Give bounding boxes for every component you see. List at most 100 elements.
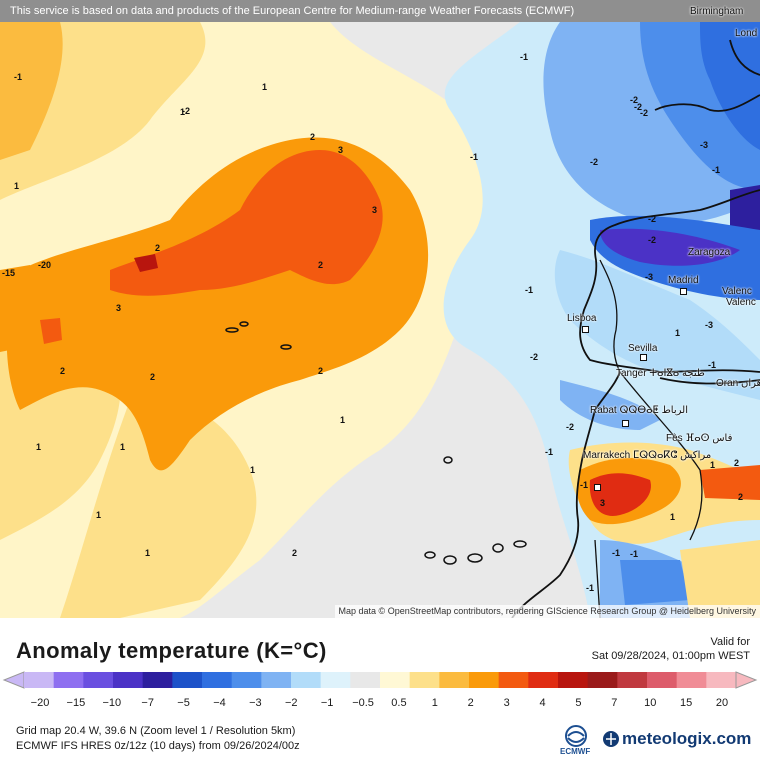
map-canvas bbox=[0, 22, 760, 618]
legend-title: Anomaly temperature (K=°C) bbox=[16, 638, 327, 663]
contour-label: -2 bbox=[566, 422, 575, 432]
city-label: Marrakech ⵎⵕⵕⴰⴽⵛ مراكش bbox=[583, 450, 712, 461]
colorbar-swatch bbox=[706, 672, 737, 688]
data-source-notice: This service is based on data and produc… bbox=[0, 0, 760, 22]
contour-label: -3 bbox=[645, 272, 654, 282]
colorbar-tick-label: 2 bbox=[468, 697, 474, 709]
contour-label: 3 bbox=[372, 205, 378, 215]
colorbar-tick-label: −10 bbox=[102, 697, 121, 709]
ecmwf-label: ECMWF bbox=[560, 747, 591, 756]
contour-label: 1 bbox=[675, 328, 681, 338]
contour-label: -2 bbox=[648, 214, 657, 224]
contour-label: 1 bbox=[710, 460, 716, 470]
city-marker bbox=[680, 288, 687, 295]
contour-label: -15 bbox=[2, 268, 16, 278]
contour-label: -2 bbox=[630, 95, 639, 105]
colorbar-swatch bbox=[350, 672, 381, 688]
contour-label: -1 bbox=[708, 360, 717, 370]
contour-label: 2 bbox=[734, 458, 740, 468]
city-label: Tanger ⵜⴰⵏⴵⴰ طنجة bbox=[616, 368, 705, 379]
colorbar-swatch bbox=[528, 672, 559, 688]
colorbar-right-arrow bbox=[735, 671, 758, 689]
contour-label: -3 bbox=[705, 320, 714, 330]
contour-label: -1 bbox=[712, 165, 721, 175]
colorbar-swatch bbox=[172, 672, 203, 688]
contour-label: 1 bbox=[262, 82, 268, 92]
colorbar-tick-label: 0.5 bbox=[391, 697, 406, 709]
city-label: Sevilla bbox=[628, 343, 658, 354]
colorbar-tick-label: −2 bbox=[285, 697, 298, 709]
colorbar-swatch bbox=[498, 672, 529, 688]
contour-label: 1 bbox=[670, 512, 676, 522]
color-scale-bar: −20 −15 −10 −7 −5 −4 −3 −2 −1 −0.5 0.5 1 2 3 4 5 7 10 15 20 bbox=[2, 671, 758, 709]
contour-label: -1 bbox=[586, 583, 595, 593]
colorbar-tick-label: −0.5 bbox=[352, 697, 374, 709]
contour-label: 1 bbox=[96, 510, 102, 520]
contour-label: -2 bbox=[182, 106, 191, 116]
colorbar-swatch bbox=[202, 672, 233, 688]
colorbar-swatch bbox=[380, 672, 411, 688]
city-label: Birmingham bbox=[690, 6, 744, 17]
colorbar-swatch bbox=[261, 672, 292, 688]
meteologix-brand[interactable]: meteologix.com bbox=[622, 729, 752, 748]
colorbar-tick-label: 1 bbox=[432, 697, 438, 709]
contour-label: 1 bbox=[180, 107, 186, 117]
islands bbox=[225, 321, 527, 565]
city-label: Lond bbox=[735, 28, 758, 39]
colorbar-tick-label: 5 bbox=[575, 697, 581, 709]
contour-label: 1 bbox=[340, 415, 346, 425]
contour-label: -20 bbox=[38, 260, 52, 270]
colorbar-tick-label: −20 bbox=[31, 697, 50, 709]
colorbar-swatch bbox=[53, 672, 84, 688]
colorbar-swatch bbox=[24, 672, 55, 688]
contour-label: -2 bbox=[634, 102, 643, 112]
city-label: Rabat ⵕⵕⴱⴰⵟ الرباط bbox=[590, 405, 688, 416]
contour-label: 2 bbox=[738, 492, 744, 502]
colorbar-swatch bbox=[83, 672, 114, 688]
colorbar-tick-label: 20 bbox=[716, 697, 728, 709]
contour-label: 1 bbox=[250, 465, 256, 475]
colorbar-swatch bbox=[587, 672, 618, 688]
temperature-anomaly-map[interactable]: This service is based on data and produc… bbox=[0, 0, 760, 618]
colorbar-swatch bbox=[558, 672, 589, 688]
map-attribution[interactable]: Map data © OpenStreetMap contributors, r… bbox=[334, 605, 760, 618]
city-label: Oran وهران bbox=[716, 378, 760, 389]
city-label: Zaragoza bbox=[688, 247, 731, 258]
colorbar-swatch bbox=[231, 672, 262, 688]
contour-label: -1 bbox=[14, 72, 23, 82]
model-info: ECMWF IFS HRES 0z/12z (10 days) from 09/… bbox=[16, 740, 300, 752]
colorbar-tick-label: −1 bbox=[321, 697, 334, 709]
colorbar-swatch bbox=[142, 672, 173, 688]
contour-label: 1 bbox=[120, 442, 126, 452]
colorbar-swatch bbox=[409, 672, 440, 688]
colorbar-swatch bbox=[320, 672, 351, 688]
contour-label: -2 bbox=[648, 235, 657, 245]
contour-label: 3 bbox=[338, 145, 344, 155]
city-marker bbox=[622, 420, 629, 427]
contour-label: -2 bbox=[640, 108, 649, 118]
city-marker bbox=[594, 484, 601, 491]
contour-label: 1 bbox=[14, 181, 20, 191]
contour-label: -1 bbox=[545, 447, 554, 457]
contour-label: 3 bbox=[600, 498, 606, 508]
city-label: Valenc bbox=[722, 286, 752, 297]
contour-label: -1 bbox=[525, 285, 534, 295]
ecmwf-logo-icon[interactable] bbox=[560, 724, 592, 756]
contour-label: 2 bbox=[318, 260, 324, 270]
colorbar-tick-label: −5 bbox=[177, 697, 190, 709]
grid-info: Grid map 20.4 W, 39.6 N (Zoom level 1 / … bbox=[16, 725, 296, 737]
contour-label: 2 bbox=[155, 243, 161, 253]
colorbar-swatch bbox=[469, 672, 500, 688]
contour-label: 1 bbox=[36, 442, 42, 452]
colorbar-tick-label: −7 bbox=[141, 697, 154, 709]
contour-label: -1 bbox=[612, 548, 621, 558]
contour-label: 2 bbox=[150, 372, 156, 382]
legend-panel: Anomaly temperature (K=°C) Valid for Sat… bbox=[0, 618, 760, 760]
city-marker bbox=[640, 354, 647, 361]
colorbar-tick-label: 7 bbox=[611, 697, 617, 709]
contour-label: 1 bbox=[145, 548, 151, 558]
colorbar-swatch bbox=[647, 672, 678, 688]
colorbar-tick-label: 15 bbox=[680, 697, 692, 709]
colorbar-swatch bbox=[439, 672, 470, 688]
city-label: Fès ⴼⴰⵙ فاس bbox=[666, 433, 733, 444]
